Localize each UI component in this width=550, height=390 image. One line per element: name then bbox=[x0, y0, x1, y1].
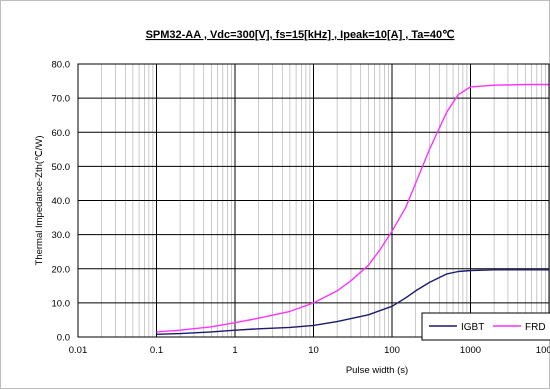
y-axis-label: Thermal Impedance-Zth(℃/W) bbox=[34, 136, 45, 266]
axes bbox=[77, 63, 550, 338]
x-tick-label: 0.1 bbox=[150, 345, 163, 356]
x-tick-label: 10000 bbox=[536, 345, 550, 356]
x-tick-label: 1000 bbox=[460, 345, 481, 356]
series-line-frd bbox=[156, 83, 549, 333]
y-tick-label: 10.0 bbox=[52, 298, 71, 309]
x-tick-label: 100 bbox=[384, 345, 400, 356]
legend-label-igbt: IGBT bbox=[461, 322, 484, 333]
legend: IGBT FRD bbox=[421, 312, 550, 341]
x-tick-label: 1 bbox=[232, 345, 237, 356]
legend-label-frd: FRD bbox=[525, 322, 546, 333]
y-tick-label: 20.0 bbox=[52, 264, 71, 275]
plot-area-border bbox=[77, 63, 550, 338]
y-tick-label: 80.0 bbox=[52, 60, 71, 71]
y-tick-label: 40.0 bbox=[52, 196, 71, 207]
x-axis-label: Pulse width (s) bbox=[346, 365, 408, 376]
series-line-igbt bbox=[156, 269, 549, 335]
text-layer: 0.0 10.0 20.0 30.0 40.0 50.0 60.0 70.0 80.0 0.01 0… bbox=[34, 29, 550, 376]
y-tick-label: 50.0 bbox=[52, 162, 71, 173]
chart-title: SPM32-AA , Vdc=300[V], fs=15[kHz] , Ipea… bbox=[146, 29, 455, 41]
y-tick-label: 70.0 bbox=[52, 94, 71, 105]
x-tick-label: 0.01 bbox=[69, 345, 88, 356]
y-tick-label: 30.0 bbox=[52, 230, 71, 241]
x-tick-label: 10 bbox=[308, 345, 319, 356]
series-layer bbox=[156, 83, 549, 335]
y-tick-label: 0.0 bbox=[57, 333, 70, 344]
y-tick-label: 60.0 bbox=[52, 128, 71, 139]
